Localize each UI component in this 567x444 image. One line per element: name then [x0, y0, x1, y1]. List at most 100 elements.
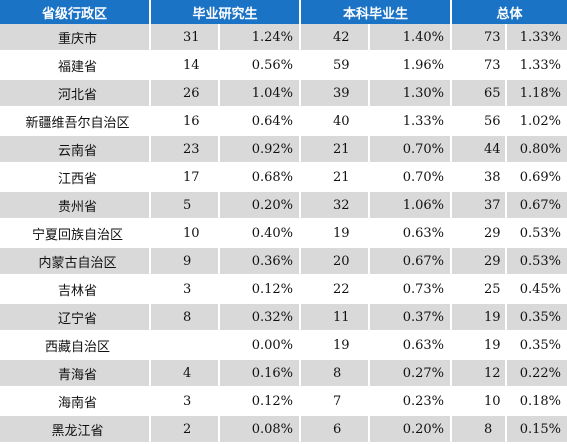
header-row: 省级行政区 毕业研究生 本科毕业生 总体 [0, 0, 567, 24]
province-cell: 吉林省 [0, 275, 151, 304]
total-count-cell: 8 [451, 415, 508, 444]
total-percent-cell: 1.33% [506, 51, 567, 80]
total-percent-cell: 0.53% [506, 219, 567, 248]
total-count-cell: 29 [451, 247, 508, 276]
graduate-count-cell [150, 331, 220, 360]
undergraduate-count-cell: 8 [300, 359, 371, 388]
table-row: 青海省 4 0.16% 8 0.27% 12 0.22% [0, 359, 567, 388]
province-cell: 江西省 [0, 163, 151, 192]
undergraduate-count-cell: 7 [300, 387, 371, 416]
total-percent-cell: 0.80% [506, 135, 567, 164]
graduate-percent-cell: 0.64% [219, 107, 302, 136]
undergraduate-count-cell: 20 [300, 247, 371, 276]
graduate-count-cell: 3 [150, 275, 220, 304]
graduate-percent-cell: 0.92% [219, 135, 302, 164]
province-cell: 福建省 [0, 51, 151, 80]
total-count-cell: 56 [451, 107, 508, 136]
table-row: 辽宁省 8 0.32% 11 0.37% 19 0.35% [0, 303, 567, 332]
graduate-count-cell: 8 [150, 303, 220, 332]
total-percent-cell: 1.18% [506, 79, 567, 108]
total-percent-cell: 0.67% [506, 191, 567, 220]
total-count-cell: 38 [451, 163, 508, 192]
total-count-cell: 19 [451, 303, 508, 332]
undergraduate-percent-cell: 1.40% [369, 24, 453, 52]
total-percent-cell: 1.33% [506, 24, 567, 52]
undergraduate-percent-cell: 0.70% [369, 135, 453, 164]
table-row: 宁夏回族自治区 10 0.40% 19 0.63% 29 0.53% [0, 219, 567, 248]
total-percent-cell: 0.15% [506, 415, 567, 444]
graduate-percent-cell: 1.24% [219, 24, 302, 52]
province-cell: 黑龙江省 [0, 415, 151, 444]
graduate-percent-cell: 0.32% [219, 303, 302, 332]
undergraduate-percent-cell: 0.70% [369, 163, 453, 192]
total-count-cell: 44 [451, 135, 508, 164]
total-count-cell: 10 [451, 387, 508, 416]
graduate-percent-cell: 0.36% [219, 247, 302, 276]
total-percent-cell: 0.35% [506, 331, 567, 360]
total-count-cell: 19 [451, 331, 508, 360]
undergraduate-count-cell: 59 [300, 51, 371, 80]
table-row: 西藏自治区 0.00% 19 0.63% 19 0.35% [0, 331, 567, 360]
total-count-cell: 37 [451, 191, 508, 220]
graduate-percent-cell: 0.12% [219, 387, 302, 416]
undergraduate-count-cell: 39 [300, 79, 371, 108]
header-province: 省级行政区 [0, 0, 151, 24]
graduate-count-cell: 26 [150, 79, 220, 108]
graduate-count-cell: 14 [150, 51, 220, 80]
undergraduate-percent-cell: 1.33% [369, 107, 453, 136]
graduate-percent-cell: 0.00% [219, 331, 302, 360]
table-row: 内蒙古自治区 9 0.36% 20 0.67% 29 0.53% [0, 247, 567, 276]
undergraduate-count-cell: 22 [300, 275, 371, 304]
graduate-percent-cell: 0.40% [219, 219, 302, 248]
undergraduate-percent-cell: 0.37% [369, 303, 453, 332]
undergraduate-count-cell: 19 [300, 331, 371, 360]
total-count-cell: 12 [451, 359, 508, 388]
province-cell: 重庆市 [0, 24, 151, 52]
total-percent-cell: 0.22% [506, 359, 567, 388]
total-count-cell: 29 [451, 219, 508, 248]
total-percent-cell: 0.35% [506, 303, 567, 332]
graduate-percent-cell: 0.68% [219, 163, 302, 192]
undergraduate-count-cell: 40 [300, 107, 371, 136]
undergraduate-percent-cell: 1.06% [369, 191, 453, 220]
total-percent-cell: 0.18% [506, 387, 567, 416]
undergraduate-percent-cell: 0.73% [369, 275, 453, 304]
graduate-percent-cell: 1.04% [219, 79, 302, 108]
graduate-percent-cell: 0.12% [219, 275, 302, 304]
province-cell: 青海省 [0, 359, 151, 388]
undergraduate-count-cell: 21 [300, 163, 371, 192]
province-cell: 云南省 [0, 135, 151, 164]
province-cell: 西藏自治区 [0, 331, 151, 360]
graduate-count-cell: 23 [150, 135, 220, 164]
table-row: 福建省 14 0.56% 59 1.96% 73 1.33% [0, 51, 567, 80]
total-percent-cell: 0.69% [506, 163, 567, 192]
graduate-count-cell: 10 [150, 219, 220, 248]
table-row: 江西省 17 0.68% 21 0.70% 38 0.69% [0, 163, 567, 192]
graduate-count-cell: 3 [150, 387, 220, 416]
total-count-cell: 25 [451, 275, 508, 304]
graduate-percent-cell: 0.56% [219, 51, 302, 80]
graduate-count-cell: 9 [150, 247, 220, 276]
graduate-percent-cell: 0.16% [219, 359, 302, 388]
undergraduate-count-cell: 32 [300, 191, 371, 220]
graduate-count-cell: 17 [150, 163, 220, 192]
total-percent-cell: 1.02% [506, 107, 567, 136]
table-row: 河北省 26 1.04% 39 1.30% 65 1.18% [0, 79, 567, 108]
table-row: 贵州省 5 0.20% 32 1.06% 37 0.67% [0, 191, 567, 220]
table-row: 吉林省 3 0.12% 22 0.73% 25 0.45% [0, 275, 567, 304]
undergraduate-percent-cell: 0.63% [369, 219, 453, 248]
graduate-count-cell: 5 [150, 191, 220, 220]
undergraduate-count-cell: 42 [300, 24, 371, 52]
undergraduate-percent-cell: 0.27% [369, 359, 453, 388]
total-percent-cell: 0.45% [506, 275, 567, 304]
header-total: 总体 [451, 0, 567, 24]
province-cell: 河北省 [0, 79, 151, 108]
graduate-percent-cell: 0.20% [219, 191, 302, 220]
undergraduate-count-cell: 6 [300, 415, 371, 444]
province-cell: 辽宁省 [0, 303, 151, 332]
undergraduate-percent-cell: 1.30% [369, 79, 453, 108]
table-row: 新疆维吾尔自治区 16 0.64% 40 1.33% 56 1.02% [0, 107, 567, 136]
table-row: 海南省 3 0.12% 7 0.23% 10 0.18% [0, 387, 567, 416]
province-cell: 宁夏回族自治区 [0, 219, 151, 248]
table-row: 重庆市 31 1.24% 42 1.40% 73 1.33% [0, 24, 567, 52]
